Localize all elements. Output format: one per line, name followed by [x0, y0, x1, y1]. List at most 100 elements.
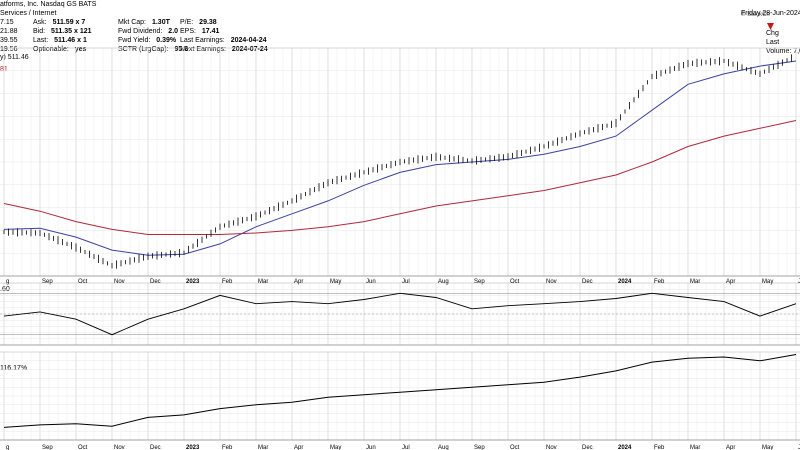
- x-tick-label: 2024: [618, 445, 632, 450]
- x-tick-label: Jul: [402, 279, 410, 285]
- x-tick-label: Jun: [366, 279, 376, 285]
- ma200-line: [3, 120, 797, 235]
- x-tick-label: Oct: [78, 279, 88, 285]
- exchange: Nasdaq GS: [40, 1, 77, 8]
- earnings-value: 29.38: [197, 19, 217, 26]
- stat-row: 39.55: [0, 37, 18, 44]
- x-tick-label: Oct: [78, 445, 88, 450]
- ma50-line: [3, 60, 797, 256]
- stats-left: 7.15 21.88 39.55 19.56: [0, 18, 18, 54]
- x-tick-label: Feb: [654, 279, 665, 285]
- x-tick-label: Dec: [582, 279, 593, 285]
- fundamental-row: Fwd Dividend: 2.0: [118, 27, 188, 36]
- x-tick-label: Sep: [474, 445, 485, 450]
- quote-value: 511.46 x 1: [52, 37, 87, 44]
- quote-block: Ask: 511.59 x 7 Bid: 511.35 x 121 Last: 51…: [33, 18, 92, 54]
- x-tick-label: May: [762, 445, 773, 450]
- stat-row: 19.56: [0, 46, 18, 53]
- x-tick-label: Mar: [690, 279, 700, 285]
- earnings-block: P/E: 29.38 EPS: 17.41 Last Earnings: 2024-…: [180, 18, 268, 54]
- fundamental-label: SCTR (LrgCap):: [118, 46, 169, 53]
- earnings-row: Next Earnings: 2024-07-24: [180, 45, 268, 54]
- x-tick-label: Feb: [654, 445, 665, 450]
- quote-value: yes: [72, 46, 87, 53]
- x-tick-label: Jun: [366, 445, 376, 450]
- earnings-value: 2024-07-24: [229, 46, 268, 53]
- change-label-row: Volume: 7,0: [766, 48, 800, 55]
- quote-value: 511.35 x 121: [49, 28, 92, 35]
- x-tick-label: g: [6, 279, 9, 285]
- price-legend: y) 511.46: [0, 54, 29, 61]
- x-tick-label: Nov: [546, 445, 557, 450]
- x-tick-label: Jun: [798, 279, 800, 285]
- industry: Services / Internet: [0, 10, 57, 17]
- x-tick-label: Apr: [294, 445, 303, 450]
- quote-label: Optionable:: [33, 46, 69, 53]
- x-tick-label: Dec: [150, 445, 161, 450]
- change-block: Chg Last Volume: 7,0: [766, 29, 800, 56]
- x-tick-label: Nov: [546, 279, 557, 285]
- x-tick-label: Aug: [438, 279, 449, 285]
- fundamental-value: 2.0: [166, 28, 179, 35]
- stat-row: 21.88: [0, 28, 18, 35]
- quote-row: Optionable: yes: [33, 45, 92, 54]
- x-tick-label: Jul: [402, 445, 410, 450]
- x-tick-label: Apr: [294, 279, 303, 285]
- x-tick-label: Dec: [582, 445, 593, 450]
- x-tick-label: 2023: [186, 279, 200, 285]
- x-tick-label: Mar: [258, 445, 268, 450]
- x-tick-label: Mar: [258, 279, 268, 285]
- chart-series: [3, 54, 797, 428]
- change-label-row: Chg: [766, 30, 779, 37]
- x-tick-label: May: [330, 279, 341, 285]
- earnings-value: 2024-04-24: [228, 37, 267, 44]
- earnings-label: Last Earnings:: [180, 37, 225, 44]
- quote-label: Ask:: [33, 19, 47, 26]
- quote-label: Bid:: [33, 28, 46, 35]
- watermark: © StockCh: [741, 12, 770, 18]
- panel-borders: [0, 47, 800, 441]
- x-tick-label: Oct: [510, 279, 520, 285]
- fundamental-value: 0.39%: [154, 37, 177, 44]
- earnings-value: 17.41: [199, 28, 220, 35]
- x-tick-label: Dec: [150, 279, 161, 285]
- earnings-label: P/E:: [180, 19, 194, 26]
- relative-line: [3, 354, 797, 428]
- x-tick-label: May: [762, 279, 773, 285]
- x-tick-label: Nov: [114, 279, 125, 285]
- x-tick-label: Sep: [474, 279, 485, 285]
- header-date: Friday 28-Jun-2024: [741, 10, 800, 17]
- x-tick-label: Feb: [222, 445, 233, 450]
- x-tick-label: Nov: [114, 445, 125, 450]
- quote-value: 511.59 x 7: [50, 19, 86, 26]
- x-tick-label: Mar: [690, 445, 700, 450]
- x-tick-label: 2023: [186, 445, 200, 450]
- change-label-row: Last: [766, 39, 780, 46]
- chart-grid: [0, 47, 800, 441]
- fundamental-label: Mkt Cap:: [118, 19, 147, 26]
- x-tick-label: Sep: [42, 445, 53, 450]
- x-tick-label: g: [6, 445, 9, 450]
- x-tick-label: Feb: [222, 279, 233, 285]
- quote-row: Ask: 511.59 x 7: [33, 18, 92, 27]
- earnings-label: Next Earnings:: [180, 46, 226, 53]
- earnings-row: EPS: 17.41: [180, 27, 268, 36]
- quote-label: Last:: [33, 37, 49, 44]
- relative-legend: 116.17%: [0, 365, 28, 372]
- earnings-row: P/E: 29.38: [180, 18, 268, 27]
- fundamental-row: Mkt Cap: 1.30T: [118, 18, 188, 27]
- x-tick-label: Jun: [798, 445, 800, 450]
- fundamental-row: Fwd Yield: 0.39%: [118, 36, 188, 45]
- rsi-legend: .60: [0, 286, 10, 293]
- fundamental-value: 1.30T: [150, 19, 170, 26]
- earnings-row: Last Earnings: 2024-04-24: [180, 36, 268, 45]
- x-tick-label: Sep: [42, 279, 53, 285]
- earnings-label: EPS:: [180, 28, 196, 35]
- quote-row: Bid: 511.35 x 121: [33, 27, 92, 36]
- x-tick-label: May: [330, 445, 341, 450]
- fundamental-label: Fwd Dividend:: [118, 28, 163, 35]
- stat-row: 7.15: [0, 19, 14, 26]
- x-tick-label: Apr: [726, 279, 735, 285]
- x-tick-label: Aug: [438, 445, 449, 450]
